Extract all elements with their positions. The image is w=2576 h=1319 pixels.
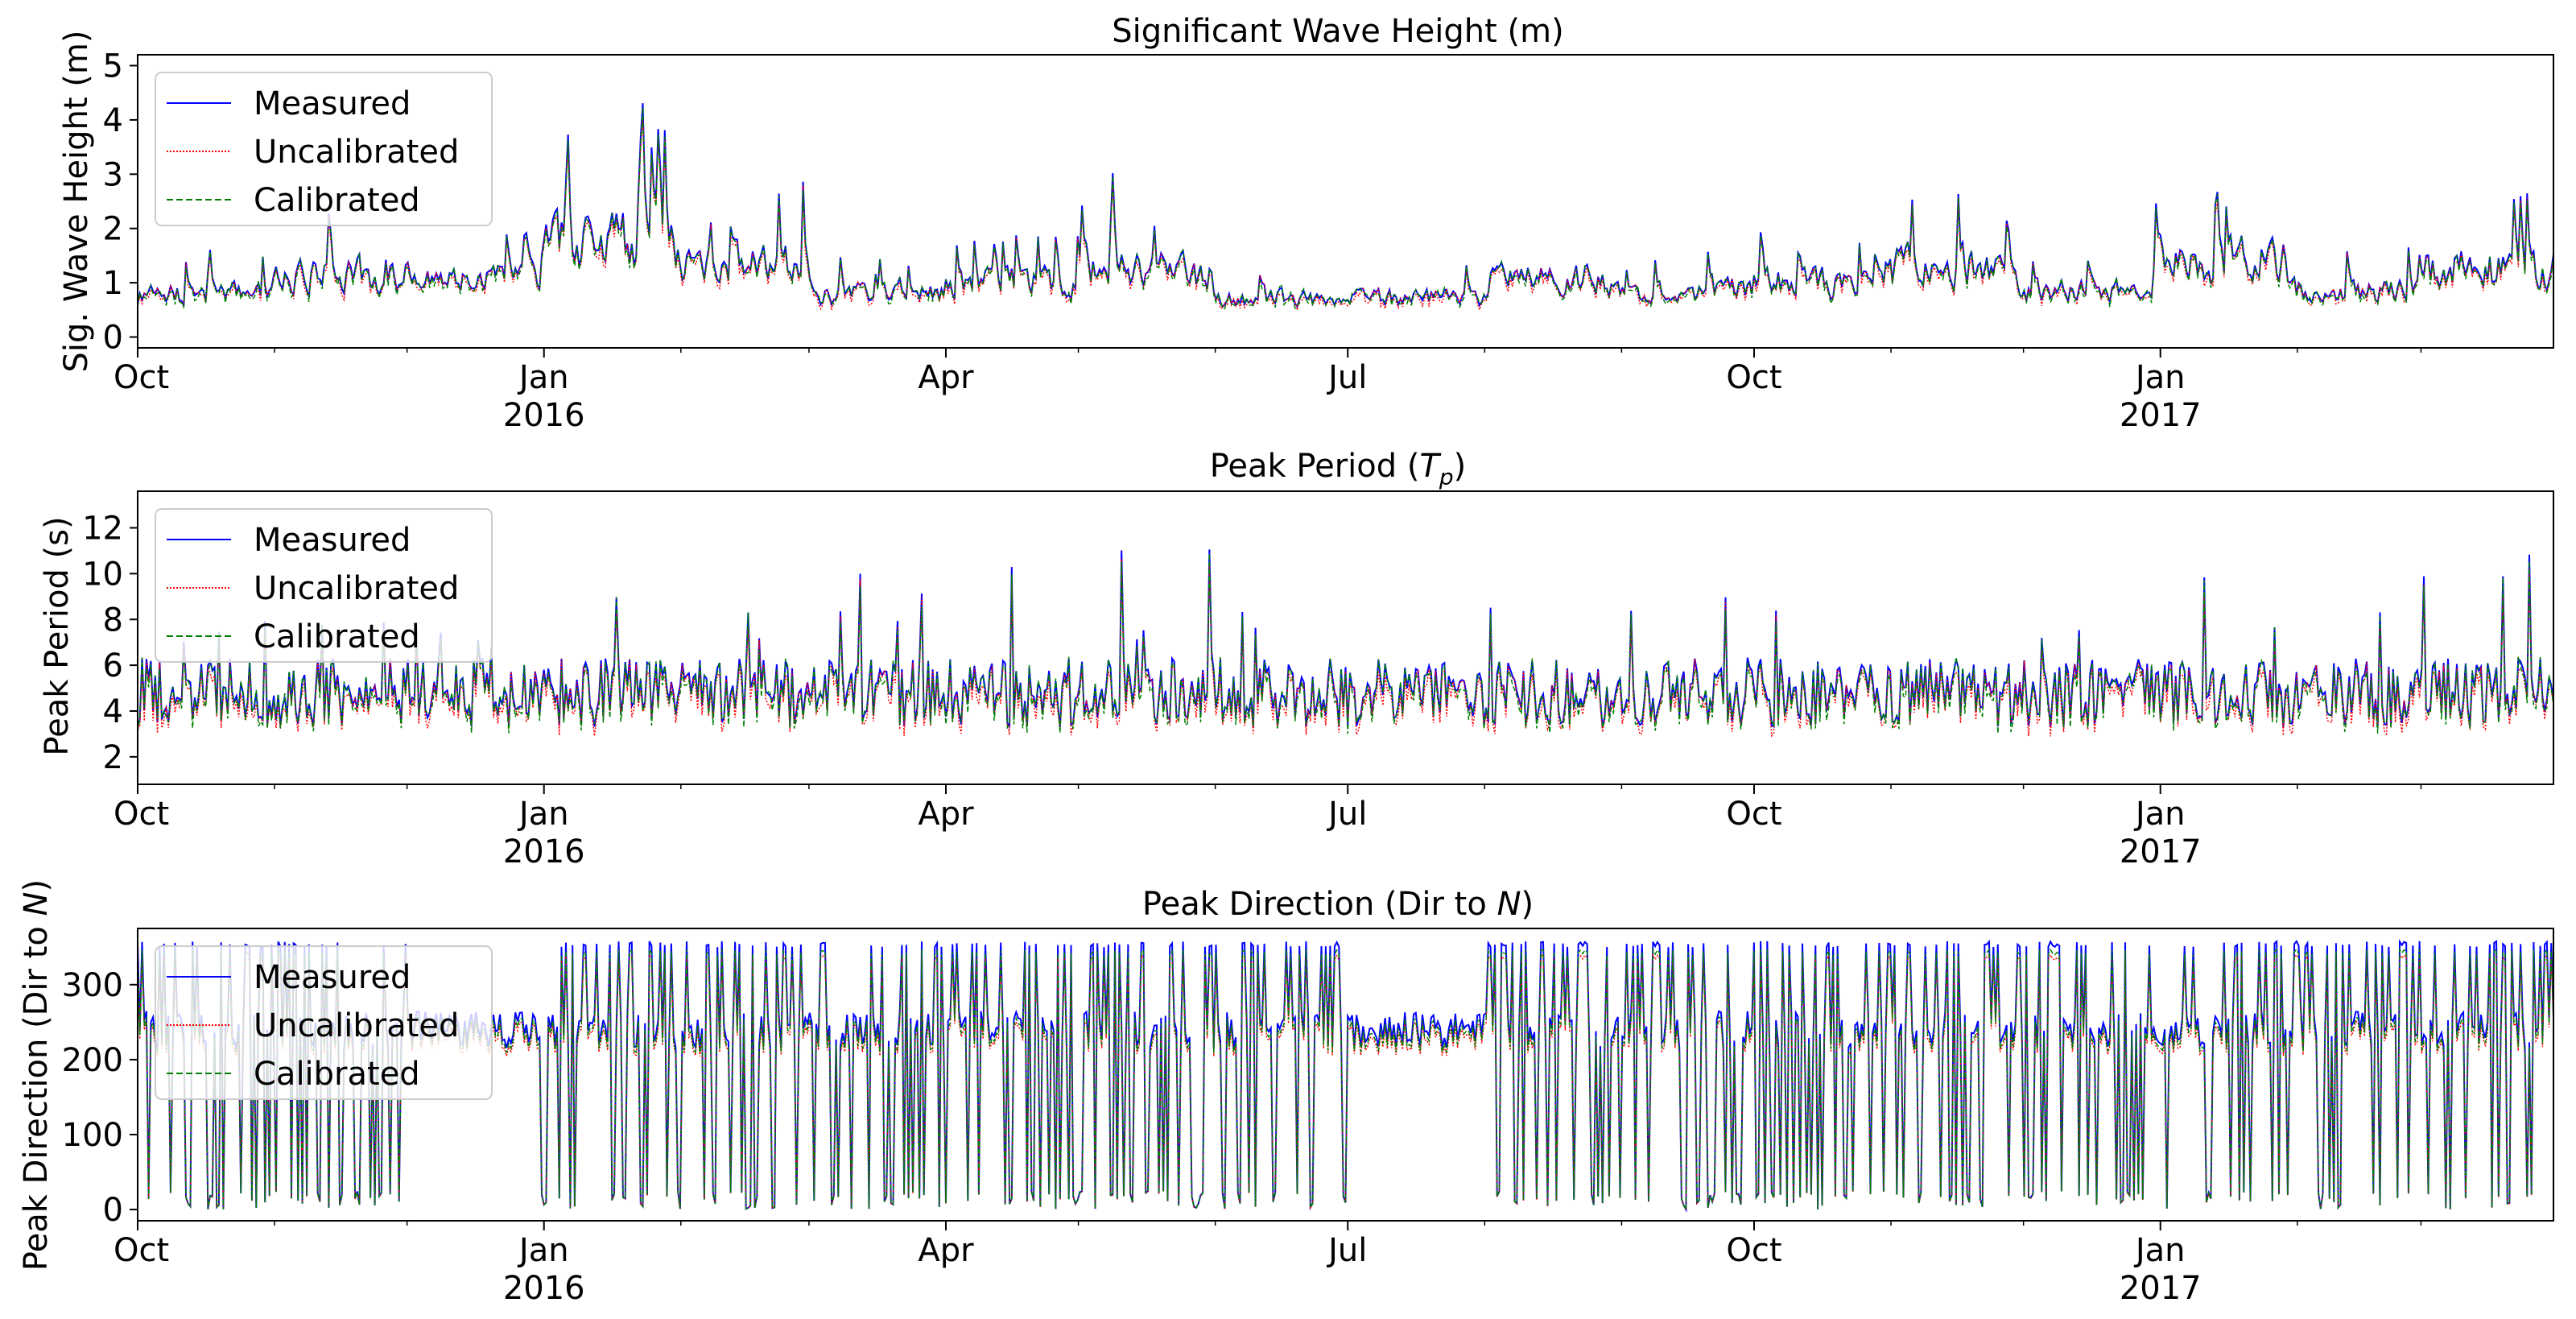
x-tick-label: Jan [517,359,569,396]
x-tick-label: Jan [2133,1232,2186,1269]
legend-label-uncalibrated: Uncalibrated [254,134,459,171]
y-tick-label: 300 [62,967,123,1004]
x-tick-label: Jul [1326,1232,1367,1269]
legend: Measured Uncalibrated Calibrated [155,72,493,226]
legend-label-uncalibrated: Uncalibrated [254,1007,459,1044]
y-tick-label: 3 [103,156,123,193]
x-tick-label: Oct [114,359,169,396]
x-tick-label: Jul [1326,796,1367,833]
x-tick-label: Oct [1726,796,1781,833]
x-tick-label: Jan [517,796,569,833]
axes-frame [137,490,2554,785]
x-tick-year-label: 2017 [2120,397,2202,434]
series-uncalibrated-line [138,118,2553,312]
series-uncalibrated-line [138,559,2553,738]
y-tick-label: 10 [82,556,123,593]
legend-label-measured: Measured [254,959,411,996]
x-tick-year-label: 2016 [503,1270,585,1307]
x-tick-label: Apr [918,796,974,833]
axes-frame [137,928,2554,1222]
series-uncalibrated-line [138,953,2553,1212]
y-tick-label: 2 [103,211,123,248]
wave-height-title: Significant Wave Height (m) [1112,13,1563,50]
y-tick-label: 4 [103,693,123,730]
x-tick-label: Oct [114,796,169,833]
legend-label-calibrated: Calibrated [254,1056,420,1093]
legend-label-uncalibrated: Uncalibrated [254,570,459,607]
y-tick-label: 200 [62,1042,123,1079]
y-tick-label: 0 [103,1192,123,1229]
peak-period-ylabel: Peak Period (s) [39,516,76,755]
x-tick-year-label: 2017 [2120,1270,2202,1307]
axes-frame [137,54,2554,349]
legend-box [155,945,493,1100]
y-tick-label: 100 [62,1117,123,1154]
y-tick-label: 12 [82,511,123,548]
series-calibrated-line [138,947,2553,1212]
legend-label-calibrated: Calibrated [254,618,420,655]
peak-direction-panel: Peak Direction (Dir to N) Peak Direction… [18,879,2554,1307]
x-tick-year-label: 2017 [2120,833,2202,870]
x-tick-label: Jul [1326,359,1367,396]
legend-box [155,72,493,226]
x-tick-label: Apr [918,359,974,396]
legend-label-calibrated: Calibrated [254,182,420,219]
y-tick-label: 5 [103,48,123,85]
wave-height-ylabel: Sig. Wave Height (m) [58,31,95,373]
legend: Measured Uncalibrated Calibrated [155,508,493,663]
series-measured-line [138,103,2553,308]
x-tick-label: Jan [2133,359,2186,396]
legend-label-measured: Measured [254,522,411,559]
legend-label-measured: Measured [254,85,411,122]
y-tick-label: 2 [103,739,123,776]
x-tick-label: Oct [1726,359,1781,396]
x-tick-label: Oct [1726,1232,1781,1269]
y-tick-label: 4 [103,102,123,139]
legend-box [155,508,493,663]
series-calibrated-line [138,553,2553,734]
series-calibrated-line [138,107,2553,310]
peak-direction-title: Peak Direction (Dir to N) [1142,886,1534,923]
x-tick-label: Oct [114,1232,169,1269]
x-tick-year-label: 2016 [503,397,585,434]
y-tick-label: 8 [103,602,123,639]
peak-period-title: Peak Period (Tp) [1210,448,1467,490]
x-tick-label: Jan [517,1232,569,1269]
peak-direction-ylabel: Peak Direction (Dir to N) [18,879,55,1271]
wave-height-panel: Significant Wave Height (m) Sig. Wave He… [58,13,2554,434]
y-tick-label: 6 [103,647,123,684]
x-tick-year-label: 2016 [503,833,585,870]
x-tick-label: Jan [2133,796,2186,833]
x-tick-label: Apr [918,1232,974,1269]
y-tick-label: 0 [103,320,123,357]
legend: Measured Uncalibrated Calibrated [155,945,493,1100]
y-tick-label: 1 [103,265,123,302]
peak-period-panel: Peak Period (Tp) Peak Period (s) 2 4 6 8 10 1… [39,448,2554,870]
